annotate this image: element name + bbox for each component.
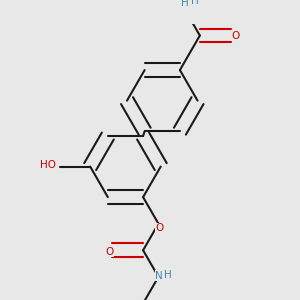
Text: O: O xyxy=(105,247,113,257)
Text: H: H xyxy=(191,0,199,6)
Text: HO: HO xyxy=(40,160,56,170)
Text: O: O xyxy=(156,223,164,233)
Text: H: H xyxy=(181,0,188,8)
Text: N: N xyxy=(155,271,163,281)
Text: O: O xyxy=(231,31,239,40)
Text: H: H xyxy=(164,270,172,280)
